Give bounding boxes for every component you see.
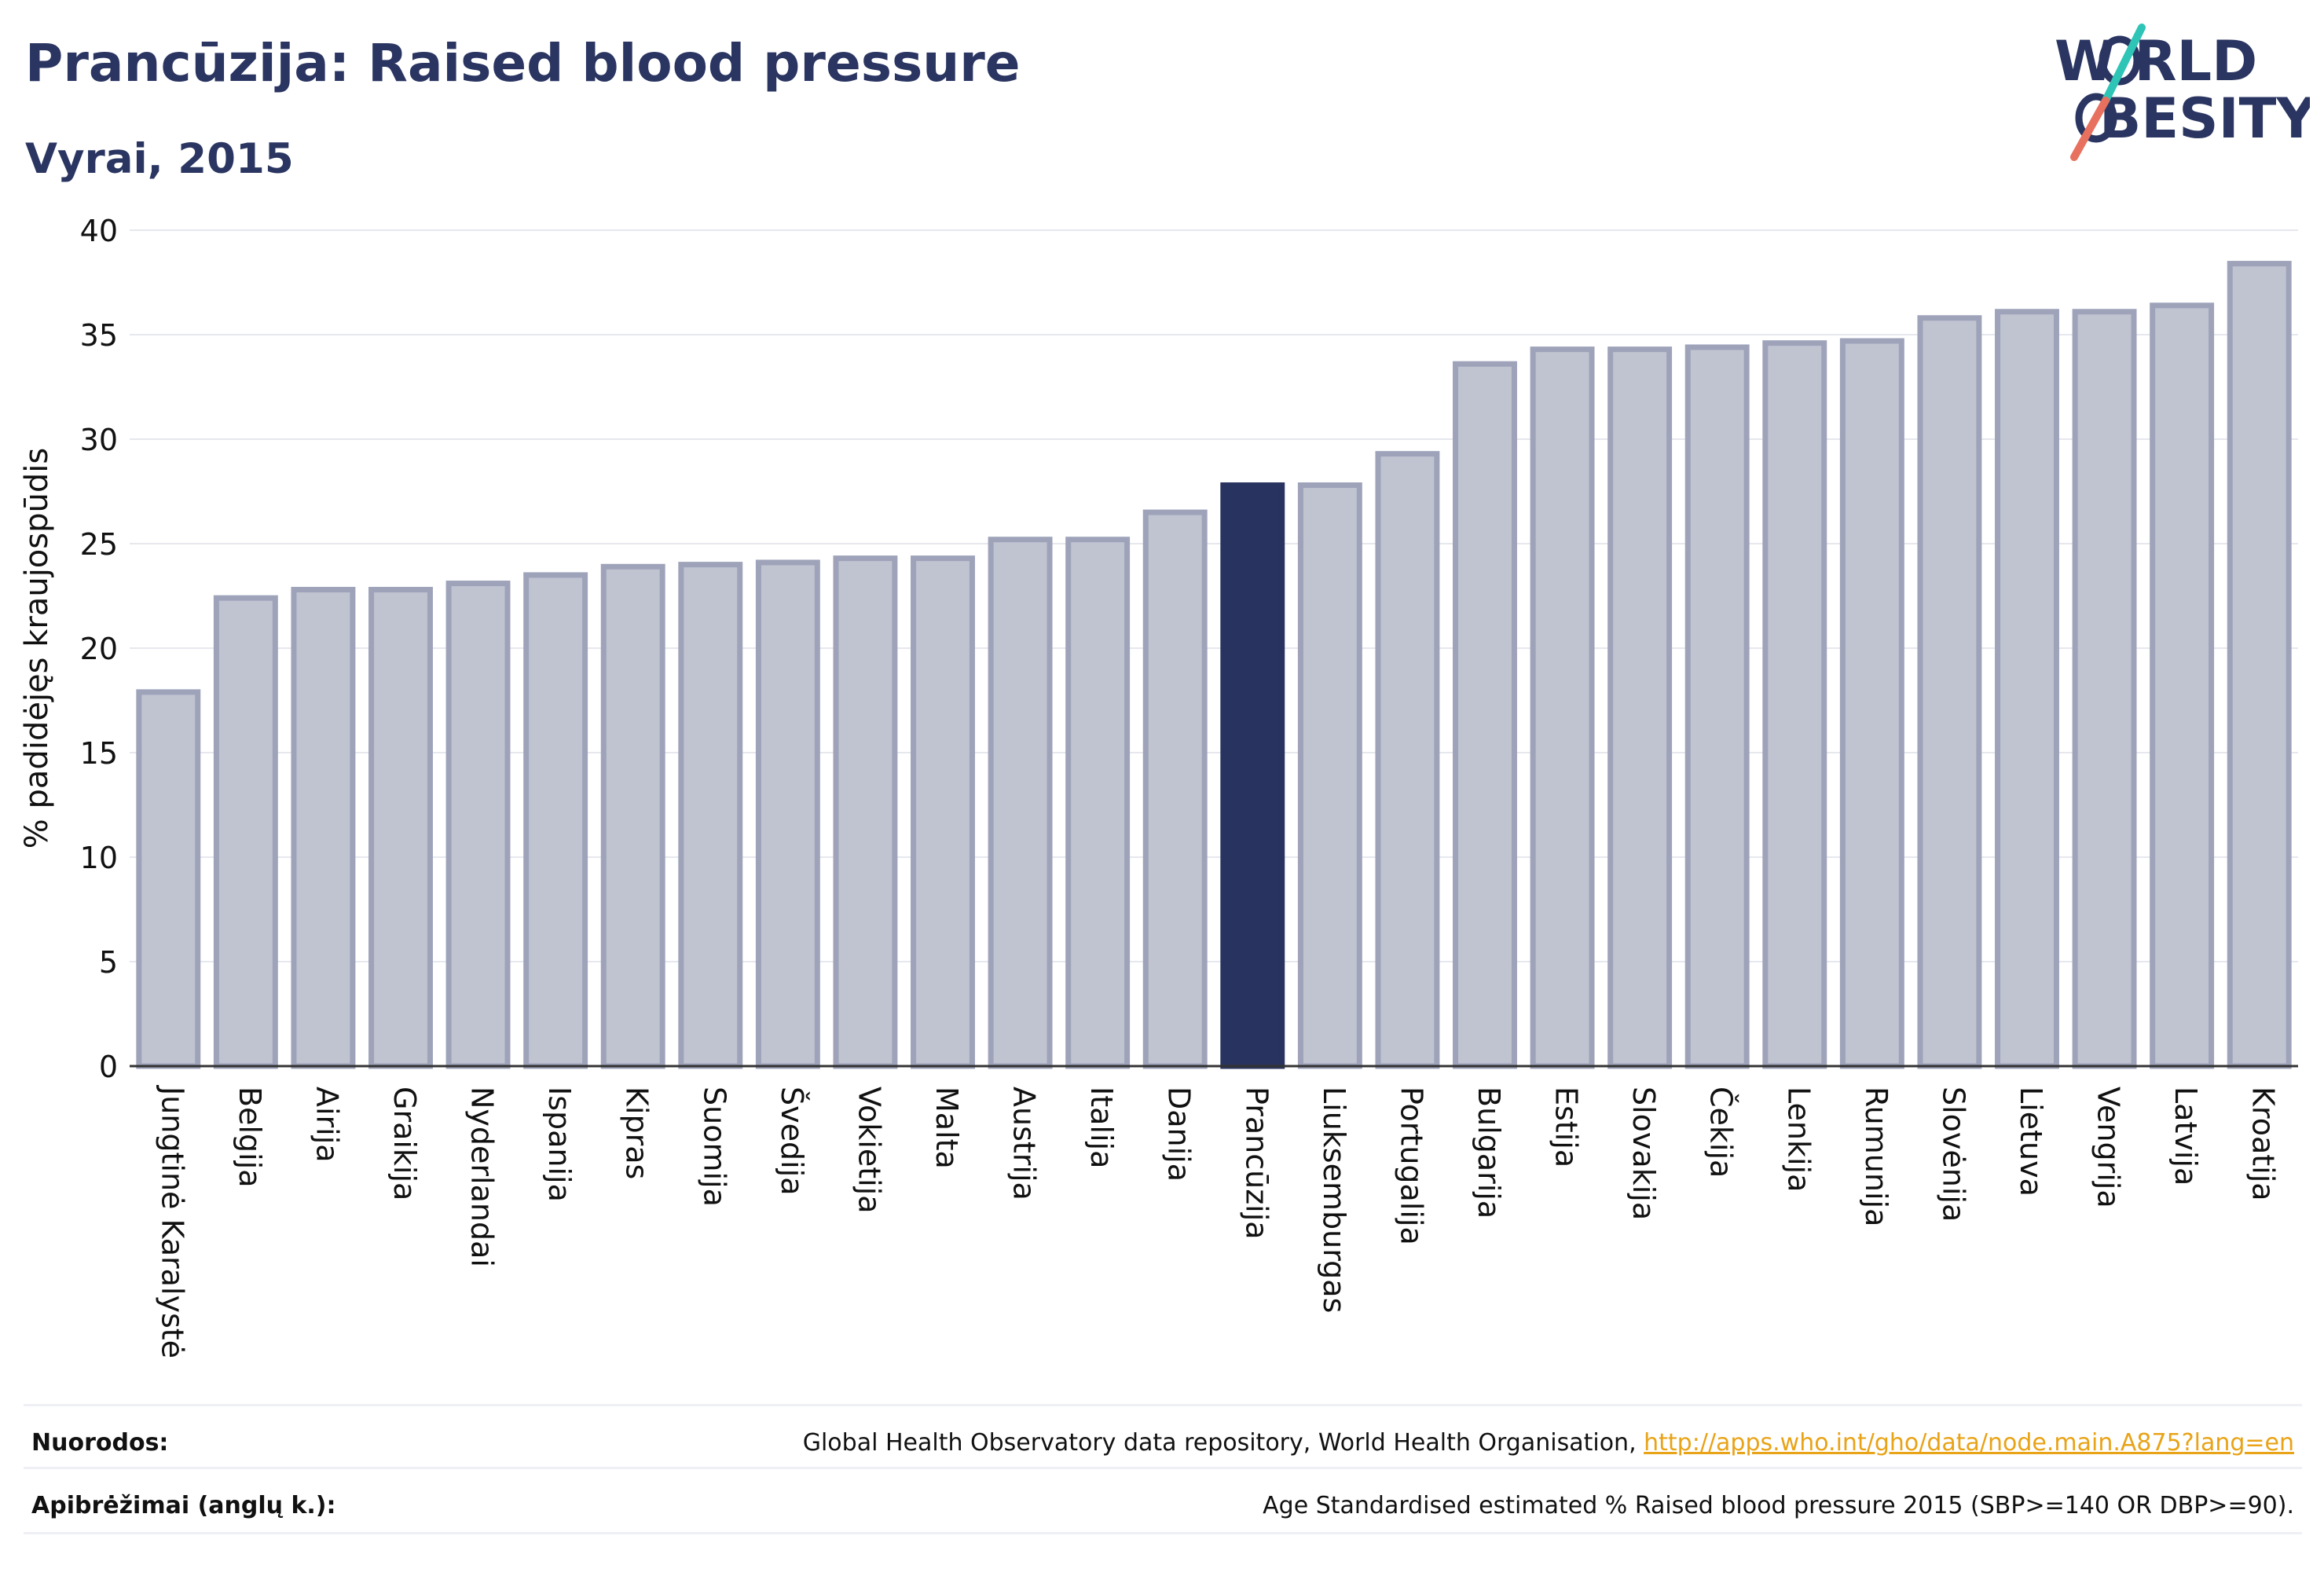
x-tick-label: Airija xyxy=(310,1087,344,1163)
footer-sources-row: Nuorodos: Global Health Observatory data… xyxy=(31,1418,2294,1473)
logo-o-bottom xyxy=(2075,93,2117,143)
logo-line-1: W RLD xyxy=(2055,29,2257,93)
bar xyxy=(1839,338,1904,1069)
sources-value: Global Health Observatory data repositor… xyxy=(803,1429,2294,1457)
bar xyxy=(1220,482,1285,1069)
bar xyxy=(2227,261,2292,1069)
bar xyxy=(291,587,356,1069)
x-tick-label: Austrija xyxy=(1007,1087,1042,1200)
footer-divider-bottom xyxy=(24,1532,2302,1534)
x-tick-label: Italija xyxy=(1084,1087,1119,1168)
x-tick-label: Rumunija xyxy=(1859,1087,1893,1226)
bar xyxy=(678,562,743,1069)
x-tick-label: Lietuva xyxy=(2014,1087,2048,1197)
y-axis-ticks: 0 5 10 15 20 25 30 35 40 xyxy=(80,214,118,1084)
y-tick-label: 10 xyxy=(80,841,118,875)
y-tick-label: 25 xyxy=(80,527,118,562)
bar xyxy=(1762,340,1827,1069)
x-tick-label: Vokietija xyxy=(852,1087,886,1214)
bar xyxy=(1065,537,1131,1069)
bar xyxy=(911,555,975,1069)
y-tick-label: 40 xyxy=(80,214,118,248)
definition-label: Apibrėžimai (anglų k.): xyxy=(31,1492,336,1519)
y-tick-label: 35 xyxy=(80,318,118,353)
x-tick-label: Lenkija xyxy=(1781,1087,1816,1192)
logo-slash-coral xyxy=(2070,97,2110,161)
bar xyxy=(2150,302,2215,1069)
chart-subtitle: Vyrai, 2015 xyxy=(25,135,294,183)
bar xyxy=(1995,309,2059,1069)
logo-line-2: BESITY xyxy=(2099,86,2310,151)
x-tick-label: Vengrija xyxy=(2091,1087,2126,1208)
bar xyxy=(1453,361,1517,1069)
x-tick-label: Belgija xyxy=(233,1087,267,1188)
x-tick-label: Bulgarija xyxy=(1472,1087,1506,1219)
bars xyxy=(136,261,2292,1069)
bar xyxy=(1375,451,1440,1069)
definition-text: Age Standardised estimated % Raised bloo… xyxy=(1263,1492,2294,1519)
x-tick-label: Slovėnija xyxy=(1936,1087,1970,1222)
bar xyxy=(523,572,588,1069)
bar-chart: 0 5 10 15 20 25 30 35 40 Jungtinė Karalystė Belgi… xyxy=(19,214,2298,1358)
y-axis-label: % padidėjęs kraujospūdis xyxy=(19,448,55,848)
bar xyxy=(368,587,433,1069)
bar xyxy=(988,537,1053,1069)
x-tick-label: Latvija xyxy=(2168,1087,2203,1186)
sources-link[interactable]: http://apps.who.int/gho/data/node.main.A… xyxy=(1644,1429,2294,1457)
bar xyxy=(136,689,201,1069)
x-tick-label: Suomija xyxy=(697,1087,731,1207)
y-tick-label: 20 xyxy=(80,632,118,666)
sources-label: Nuorodos: xyxy=(31,1429,169,1457)
bar xyxy=(833,555,898,1069)
y-tick-label: 30 xyxy=(80,423,118,457)
y-tick-label: 5 xyxy=(99,945,118,980)
bar xyxy=(1684,344,1750,1069)
footer-definition-row: Apibrėžimai (anglų k.): Age Standardised… xyxy=(31,1481,2294,1536)
logo-o-top xyxy=(2099,35,2141,86)
bar xyxy=(1297,482,1362,1069)
x-tick-label: Prancūzija xyxy=(1239,1087,1274,1240)
bar xyxy=(1142,509,1208,1069)
bar xyxy=(445,581,511,1069)
x-tick-label: Ispanija xyxy=(542,1087,577,1202)
x-tick-label: Danija xyxy=(1162,1087,1197,1182)
bar xyxy=(1917,315,1982,1069)
x-tick-label: Portugalija xyxy=(1394,1087,1428,1245)
x-tick-label: Malta xyxy=(929,1087,964,1169)
x-tick-label: Kroatija xyxy=(2246,1087,2281,1201)
x-tick-label: Švedija xyxy=(775,1087,809,1196)
bar xyxy=(755,559,820,1069)
world-obesity-logo: W RLD BESITY xyxy=(2055,24,2310,161)
footer-divider-top xyxy=(24,1404,2302,1406)
x-tick-label: Slovakija xyxy=(1626,1087,1661,1220)
y-tick-label: 15 xyxy=(80,736,118,771)
y-tick-label: 0 xyxy=(99,1050,118,1084)
x-tick-label: Nyderlandai xyxy=(465,1087,500,1267)
x-tick-label: Estija xyxy=(1549,1087,1584,1167)
bar xyxy=(213,595,278,1069)
x-tick-label: Čekija xyxy=(1704,1087,1739,1178)
x-tick-label: Liuksemburgas xyxy=(1317,1087,1351,1313)
x-axis-labels: Jungtinė Karalystė Belgija Airija Graikija N… xyxy=(155,1085,2280,1358)
logo-slash-teal xyxy=(2102,24,2146,104)
chart-title: Prancūzija: Raised blood pressure xyxy=(25,33,1021,93)
bar xyxy=(1530,346,1595,1069)
x-tick-label: Jungtinė Karalystė xyxy=(155,1085,189,1358)
x-tick-label: Graikija xyxy=(387,1087,422,1200)
bar xyxy=(600,563,665,1069)
bar xyxy=(2072,309,2137,1069)
footer-divider-middle xyxy=(24,1467,2302,1469)
sources-text: Global Health Observatory data repositor… xyxy=(802,1429,1644,1457)
bar xyxy=(1607,346,1673,1069)
x-tick-label: Kipras xyxy=(620,1087,654,1179)
